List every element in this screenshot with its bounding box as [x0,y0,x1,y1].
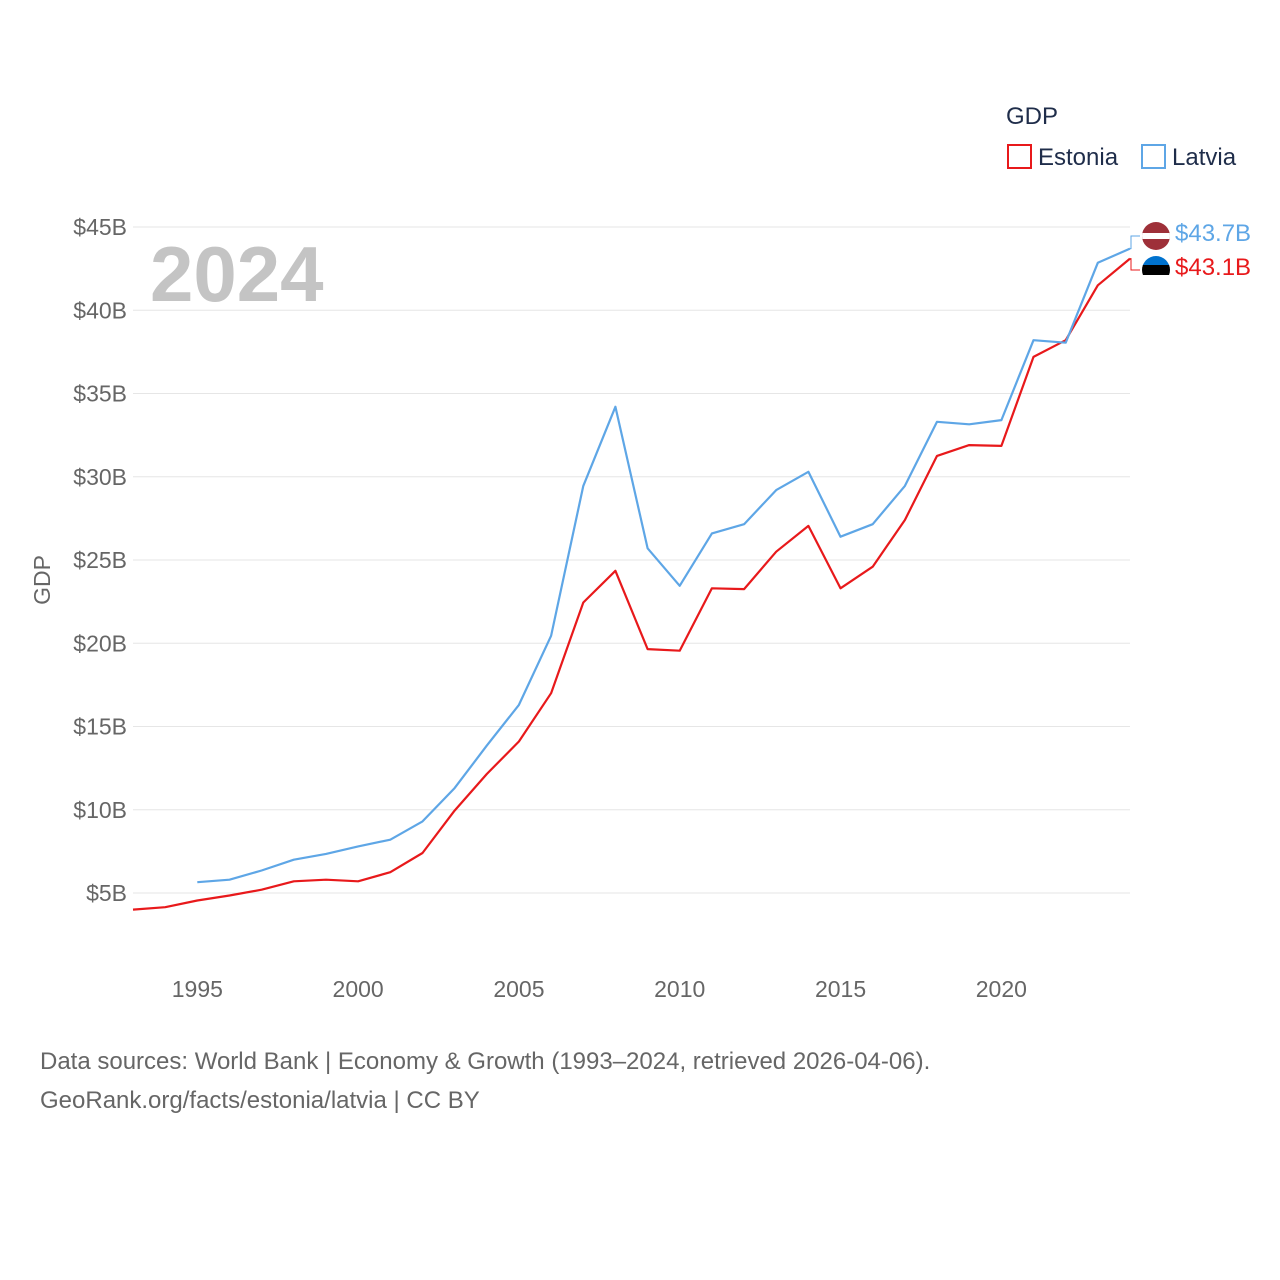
x-tick-label: 2015 [815,976,866,1002]
end-label-connector [1130,258,1140,271]
grid [133,226,1130,894]
y-tick-label: $10B [73,797,127,823]
y-tick-label: $5B [86,880,127,906]
x-axis-ticks: 1995 2000 2005 2010 2015 2020 [172,976,1027,1002]
y-tick-label: $20B [73,630,127,656]
x-tick-label: 2010 [654,976,705,1002]
end-labels: $43.1B $43.7B [1130,220,1251,281]
x-tick-label: 2005 [493,976,544,1002]
gdp-line-chart: $5B $10B $15B $20B $25B $30B $35B $40B $45B 1995… [29,103,1251,1002]
y-tick-label: $40B [73,297,127,323]
y-tick-label: $35B [73,381,127,407]
series-lines [132,247,1131,911]
source-line-2: GeoRank.org/facts/estonia/latvia | CC BY [40,1087,480,1114]
legend-title: GDP [1006,103,1058,130]
end-label-connector [1130,235,1140,250]
y-tick-label: $15B [73,714,127,740]
source-line-1: Data sources: World Bank | Economy & Gro… [40,1048,931,1075]
x-tick-label: 2020 [976,976,1027,1002]
y-tick-label: $30B [73,464,127,490]
x-tick-label: 1995 [172,976,223,1002]
end-label-estonia: $43.1B [1175,254,1251,281]
legend-swatch-latvia [1141,144,1166,169]
series-line-estonia[interactable] [132,257,1131,911]
estonia-flag-icon [1142,256,1170,284]
y-tick-label: $25B [73,547,127,573]
legend-swatch-estonia [1007,144,1032,169]
legend: GDP Estonia Latvia [1006,103,1237,171]
y-axis-label: GDP [29,555,55,605]
legend-label-latvia: Latvia [1172,144,1237,171]
y-axis-ticks: $5B $10B $15B $20B $25B $30B $35B $40B $45B [73,214,127,906]
latvia-flag-icon [1142,222,1170,250]
y-tick-label: $45B [73,214,127,240]
legend-item-latvia[interactable]: Latvia [1141,144,1237,171]
legend-label-estonia: Estonia [1038,144,1119,171]
year-label: 2024 [150,230,324,318]
source-note: Data sources: World Bank | Economy & Gro… [40,1042,1140,1120]
x-tick-label: 2000 [333,976,384,1002]
legend-item-estonia[interactable]: Estonia [1007,144,1119,171]
end-label-latvia: $43.7B [1175,220,1251,247]
series-line-latvia[interactable] [197,247,1131,884]
